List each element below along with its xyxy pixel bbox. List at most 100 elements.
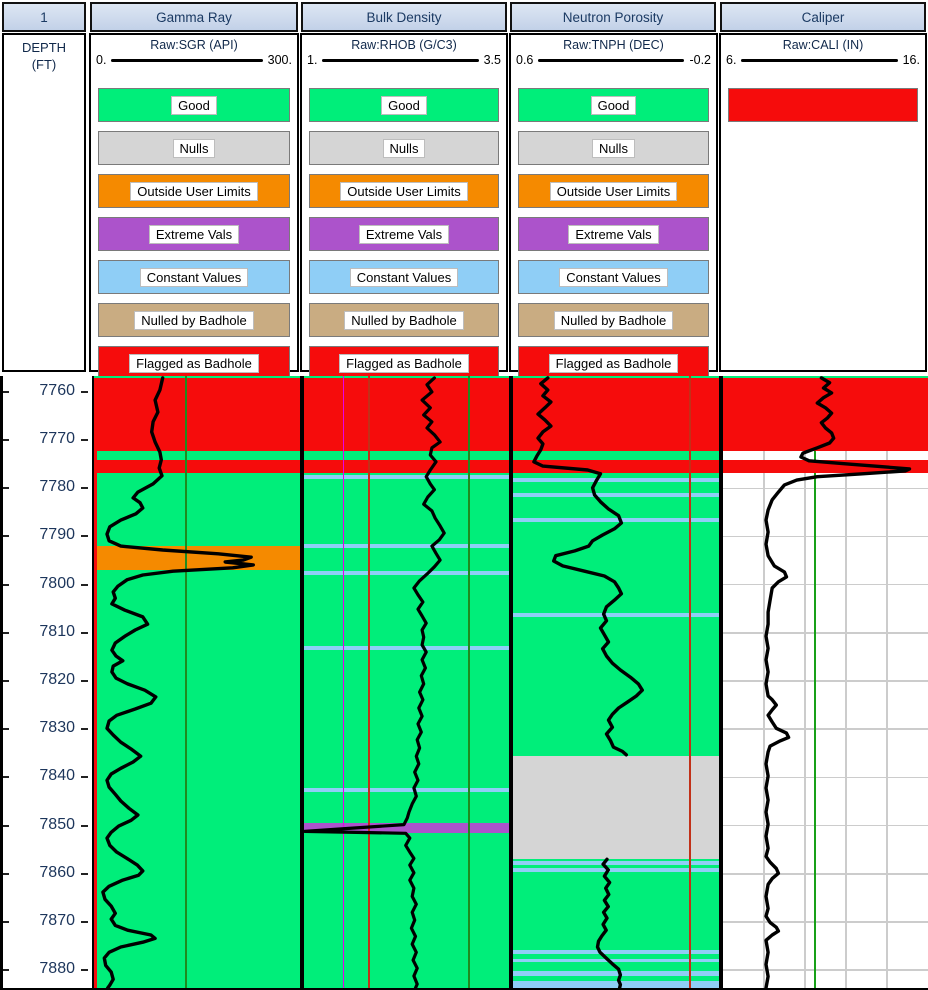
depth-label: 7830 [39,719,75,737]
depth-label: 7800 [39,574,75,592]
legend-button-label: Good [171,95,217,115]
legend-button-good[interactable]: Good [309,88,499,122]
legend-button-nulled_badhole[interactable]: Nulled by Badhole [98,303,290,337]
qc-legend-neutron-porosity: Good Nulls Outside User Limits Extreme Vals… [511,88,716,389]
scale-cell-bulk-density: Raw:RHOB (G/C3) 1. 3.5 Good Nulls Outside … [300,33,508,380]
legend-button-constant[interactable]: Constant Values [309,260,499,294]
caliper-hgrid-line [723,535,928,538]
legend-button-good[interactable]: Good [518,88,709,122]
scale-max-tnph: -0.2 [689,53,711,67]
legend-button-label: Good [381,95,427,115]
track-header-neutron-porosity[interactable]: Neutron Porosity [510,2,716,32]
depth-label: 7850 [39,815,75,833]
depth-track-header[interactable]: 1 [2,2,86,32]
legend-button-label: Extreme Vals [358,224,450,244]
plot-neutron-porosity [511,376,721,988]
depth-label: 7770 [39,430,75,448]
legend-button-nulls[interactable]: Nulls [518,131,709,165]
legend-button-label: Constant Values [139,267,249,287]
legend-button-nulled_badhole[interactable]: Nulled by Badhole [309,303,499,337]
depth-tick [81,487,88,490]
legend-button-flagged[interactable]: Flagged as Badhole [518,346,709,380]
caliper-hgrid-line [723,776,928,779]
legend-button-label: Outside User Limits [549,181,678,201]
scale-rule [538,58,685,62]
scale-min-tnph: 0.6 [516,53,534,67]
legend-button-nulled_badhole[interactable]: Nulled by Badhole [518,303,709,337]
legend-button-extreme[interactable]: Extreme Vals [518,217,709,251]
depth-tick [81,824,88,827]
depth-tick [81,535,88,538]
depth-label: 7760 [39,381,75,399]
legend-button-constant[interactable]: Constant Values [98,260,290,294]
plot-caliper [721,376,928,988]
depth-label: 7870 [39,911,75,929]
caliper-hgrid-line [723,680,928,682]
depth-tick [81,439,88,442]
scale-rule [111,58,263,62]
qc-band-extreme [304,822,509,834]
legend-button-label: Outside User Limits [130,181,258,201]
legend-button-outside[interactable]: Outside User Limits [518,174,709,208]
qc-band-flagged [723,378,928,452]
legend-button-label: Extreme Vals [148,224,240,244]
log-plot-area: 7760 7770 7780 7790 7800 7810 7820 7830 7840 7850… [0,376,928,990]
depth-tick [3,535,9,538]
track-header-caliper[interactable]: Caliper [720,2,926,32]
legend-button-outside[interactable]: Outside User Limits [98,174,290,208]
legend-button-nulls[interactable]: Nulls [309,131,499,165]
depth-units-cell: DEPTH (FT) [2,33,86,372]
legend-button-constant[interactable]: Constant Values [518,260,709,294]
legend-button-outside[interactable]: Outside User Limits [309,174,499,208]
depth-label: 7780 [39,478,75,496]
scale-cell-neutron-porosity: Raw:TNPH (DEC) 0.6 -0.2 Good Nulls Outside… [509,33,718,380]
qc-band-outside [94,546,300,571]
legend-button-label: Nulls [592,138,635,158]
legend-button-flagged[interactable]: Flagged as Badhole [309,346,499,380]
legend-button-extreme[interactable]: Extreme Vals [98,217,290,251]
qc-legend-bulk-density: Good Nulls Outside User Limits Extreme Vals… [302,88,506,389]
qc-band-constant [304,788,509,792]
legend-button-label: Nulled by Badhole [553,310,674,330]
depth-tick [3,680,9,683]
qc-legend-gamma-ray: Good Nulls Outside User Limits Extreme Vals… [91,88,297,389]
legend-button-label: Nulls [382,138,426,158]
depth-label: 7840 [39,767,75,785]
qc-band-constant [304,645,509,650]
scale-cell-gamma-ray: Raw:SGR (API) 0. 300. Good Nulls Outside U… [89,33,299,380]
legend-button-flagged[interactable]: Flagged as Badhole [98,346,290,380]
depth-tick [81,583,88,586]
caliper-hgrid-line [723,583,928,586]
depth-label: 7790 [39,526,75,544]
depth-label: 7860 [39,863,75,881]
qc-band-flagged [513,378,719,452]
legend-button-extreme[interactable]: Extreme Vals [309,217,499,251]
depth-label: 7810 [39,622,75,640]
depth-tick [3,439,9,442]
plot-bulk-density [302,376,511,988]
qc-band-flagged [94,378,300,452]
depth-tick [3,631,9,634]
edge-flag-line [94,451,97,988]
caliper-hgrid-line [723,487,928,490]
depth-tick [3,872,9,875]
depth-gutter: 7760 7770 7780 7790 7800 7810 7820 7830 7840 7850… [3,376,89,988]
scale-max-rhob: 3.5 [483,53,501,67]
scale-min-sgr: 0. [96,53,107,67]
depth-label: 7820 [39,671,75,689]
depth-tick [3,390,9,393]
legend-button-nulls[interactable]: Nulls [98,131,290,165]
track-header-gamma-ray[interactable]: Gamma Ray [90,2,298,32]
reference-line [468,376,470,988]
qc-band-constant [304,571,509,575]
depth-tick [3,776,9,779]
caliper-vgrid-line [763,376,765,988]
qc-band-constant [513,981,719,988]
depth-tick [3,487,9,490]
depth-tick [81,969,88,972]
legend-button-good[interactable]: Good [98,88,290,122]
track-header-bulk-density[interactable]: Bulk Density [301,2,507,32]
depth-tick [81,872,88,875]
reference-line [342,376,345,988]
depth-tick [3,728,9,731]
